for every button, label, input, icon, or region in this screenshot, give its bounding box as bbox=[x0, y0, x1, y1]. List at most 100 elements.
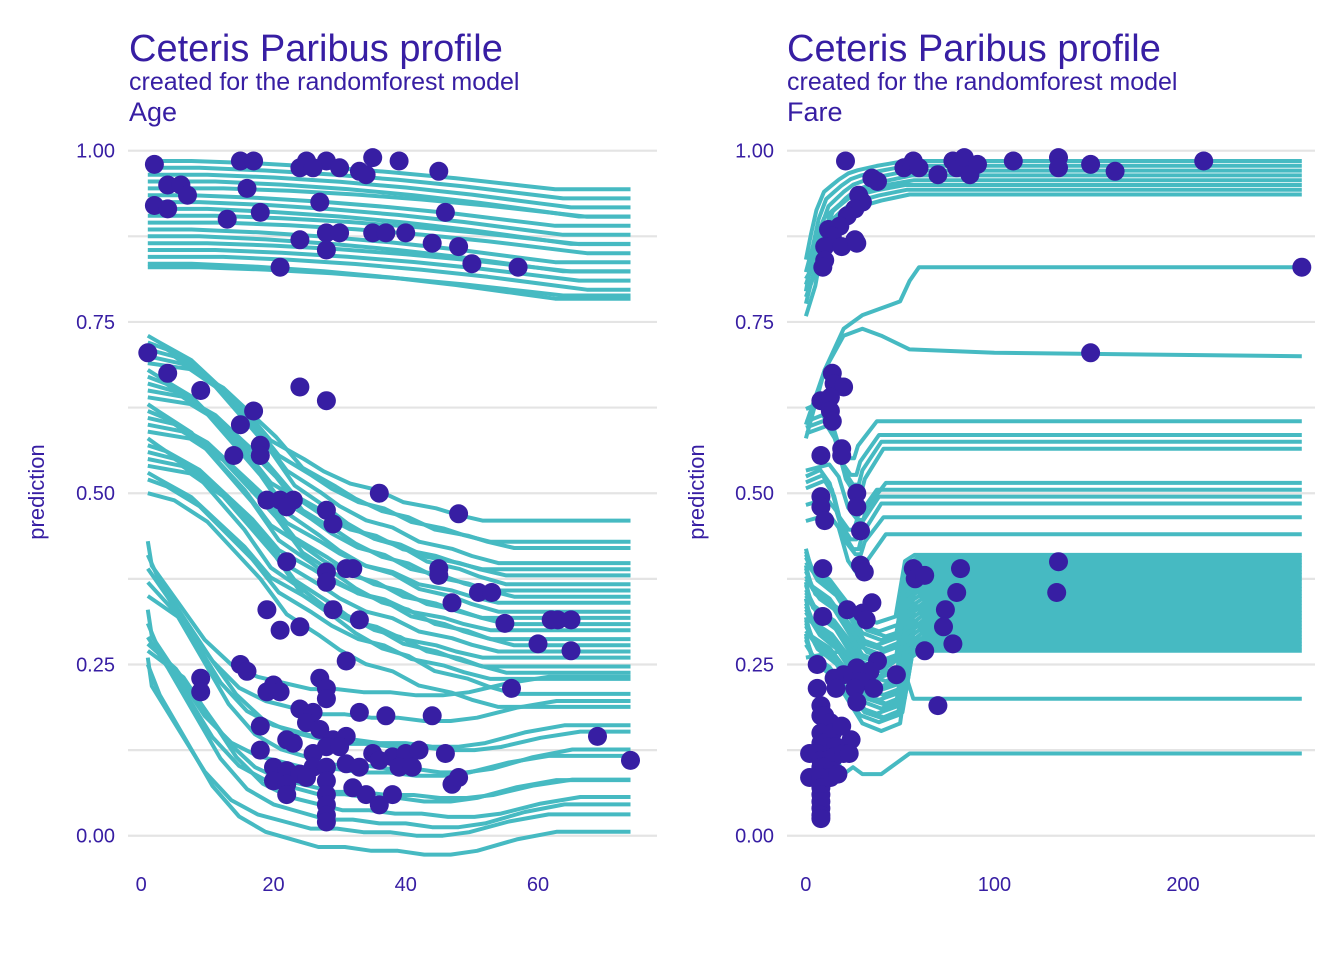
observation-point bbox=[1049, 158, 1068, 178]
observation-point bbox=[316, 812, 336, 832]
profile-line bbox=[147, 491, 631, 709]
profile-line bbox=[146, 636, 631, 830]
panel-title: Ceteris Paribus profile bbox=[787, 28, 1161, 70]
observation-point bbox=[323, 600, 343, 620]
panel-subtitle: created for the randomforest model bbox=[787, 68, 1178, 96]
observation-point bbox=[482, 583, 502, 602]
observation-point bbox=[832, 446, 852, 465]
observation-point bbox=[813, 257, 833, 277]
y-tick-label: 1.00 bbox=[76, 141, 115, 163]
y-tick-label: 0.25 bbox=[76, 654, 115, 676]
observation-point bbox=[886, 665, 906, 685]
observation-point bbox=[283, 733, 303, 753]
observation-point bbox=[934, 617, 953, 637]
observation-point bbox=[435, 744, 455, 763]
panel-title: Ceteris Paribus profile bbox=[129, 28, 503, 70]
observation-point bbox=[343, 559, 363, 579]
observation-point bbox=[1047, 583, 1067, 602]
observation-point bbox=[815, 237, 835, 257]
observation-point bbox=[138, 343, 158, 363]
profile-line bbox=[804, 629, 1302, 707]
observation-point bbox=[495, 613, 515, 633]
observation-point bbox=[928, 696, 948, 716]
observation-point bbox=[376, 223, 396, 243]
observation-point bbox=[290, 230, 310, 250]
observation-point bbox=[836, 151, 855, 171]
observation-point bbox=[469, 583, 488, 602]
observation-point bbox=[409, 740, 429, 760]
profile-line bbox=[146, 368, 631, 572]
observation-point bbox=[389, 757, 409, 777]
observation-point bbox=[449, 768, 469, 787]
x-tick-label: 200 bbox=[1166, 874, 1199, 896]
y-tick-label: 0.50 bbox=[735, 483, 774, 505]
observation-point bbox=[330, 158, 350, 178]
observation-point bbox=[422, 233, 442, 253]
x-tick-label: 20 bbox=[262, 874, 284, 896]
observation-point bbox=[356, 165, 376, 185]
profile-line bbox=[147, 172, 631, 210]
observation-point bbox=[1081, 343, 1101, 363]
observation-point bbox=[402, 757, 422, 777]
observation-point bbox=[363, 223, 383, 243]
profile-line bbox=[147, 227, 631, 265]
observation-point bbox=[847, 233, 867, 253]
observation-point bbox=[548, 610, 568, 630]
observation-point bbox=[277, 785, 297, 805]
observation-point bbox=[951, 559, 970, 579]
observation-point bbox=[144, 154, 164, 174]
observation-point bbox=[290, 158, 310, 178]
observation-point bbox=[244, 151, 264, 171]
observation-point bbox=[807, 678, 827, 698]
observation-point bbox=[383, 785, 402, 805]
observation-point bbox=[947, 583, 967, 602]
observation-point bbox=[811, 809, 831, 829]
observation-point bbox=[237, 661, 257, 681]
observation-point bbox=[909, 158, 929, 178]
observation-point bbox=[376, 706, 396, 726]
profile-line bbox=[147, 220, 631, 256]
observation-point bbox=[257, 490, 277, 510]
profile-line bbox=[146, 649, 631, 819]
observation-point bbox=[277, 552, 297, 572]
panel-variable-label: Fare bbox=[787, 97, 843, 127]
x-tick-label: 0 bbox=[800, 874, 811, 896]
profile-line bbox=[145, 609, 631, 778]
y-tick-label: 0.00 bbox=[735, 826, 774, 848]
observation-point bbox=[588, 726, 607, 746]
observation-point bbox=[502, 678, 521, 698]
observation-point bbox=[828, 764, 848, 784]
observation-point bbox=[864, 678, 884, 698]
observation-point bbox=[330, 737, 350, 757]
observation-point bbox=[422, 706, 442, 726]
profile-line bbox=[147, 241, 631, 274]
observation-point bbox=[915, 641, 935, 661]
observation-point bbox=[316, 223, 336, 243]
profile-line bbox=[147, 429, 631, 648]
observation-point bbox=[928, 165, 948, 185]
observation-point bbox=[316, 572, 336, 592]
y-tick-label: 0.00 bbox=[76, 826, 115, 848]
observation-point bbox=[561, 610, 581, 630]
chart-age: 0.00 0.25 0.50 0.75 1.00 0 20 40 60 prediction bbox=[24, 141, 657, 896]
observation-point bbox=[449, 504, 469, 524]
profile-line bbox=[147, 248, 631, 283]
chart-fare: 0.00 0.25 0.50 0.75 1.00 0 100 200 prediction bbox=[684, 141, 1315, 896]
observation-point bbox=[1081, 154, 1101, 174]
observation-point bbox=[158, 199, 178, 219]
observation-point bbox=[336, 651, 356, 671]
x-tick-label: 100 bbox=[978, 874, 1011, 896]
profile-line bbox=[147, 254, 631, 292]
profile-line bbox=[804, 577, 1302, 661]
observation-points bbox=[800, 148, 1312, 829]
observation-point bbox=[435, 202, 455, 222]
observation-point bbox=[316, 240, 336, 260]
observation-point bbox=[807, 655, 827, 674]
observation-point bbox=[250, 202, 270, 222]
observation-point bbox=[323, 514, 343, 534]
observation-point bbox=[968, 154, 987, 174]
profile-line bbox=[147, 477, 631, 681]
observation-point bbox=[429, 161, 449, 181]
observation-point bbox=[1003, 151, 1023, 171]
profile-line bbox=[147, 213, 631, 247]
